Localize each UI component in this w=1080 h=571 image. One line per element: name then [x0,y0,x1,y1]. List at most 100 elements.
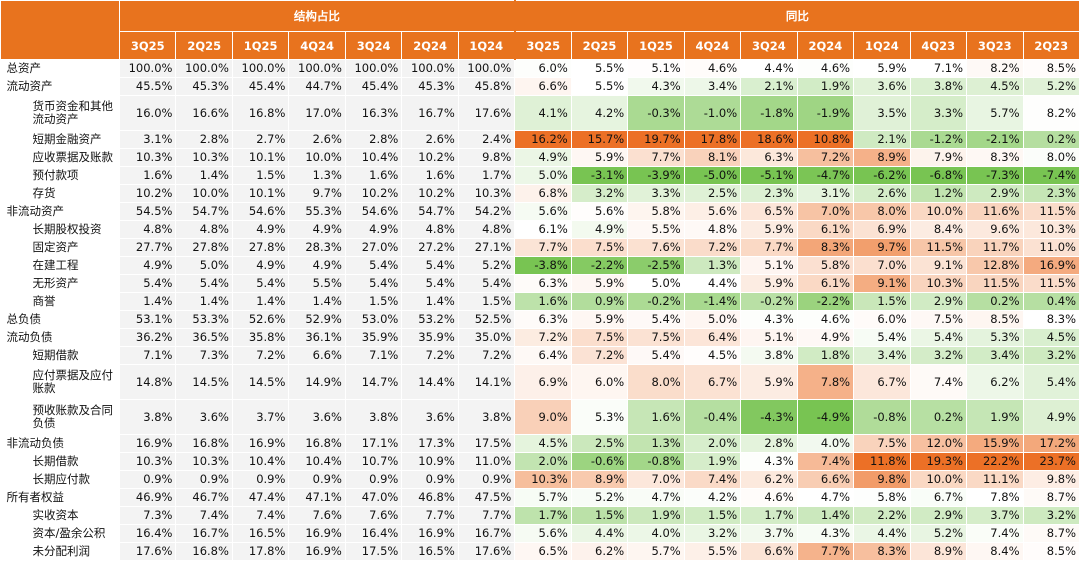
yoy-cell: 8.2% [966,59,1024,78]
structure-cell: 5.2% [457,256,516,275]
yoy-cell: 11.7% [966,238,1024,257]
structure-cell: 53.1% [118,310,177,329]
table-row: 长期借款 10.3% 10.3% 10.4% 10.4% 10.7% 10.9% 11.0% 2… [0,452,1080,471]
structure-cell: 10.2% [344,184,403,203]
yoy-cell: 6.5% [514,542,572,561]
yoy-cell: 17.2% [1022,434,1080,453]
structure-cell: 27.2% [401,238,459,257]
yoy-cell: 1.5% [570,506,629,525]
yoy-cell: 2.8% [740,434,798,453]
yoy-cell: 7.2% [683,238,742,257]
yoy-cell: 5.6% [514,202,572,221]
row-label: 存货 [0,184,120,203]
yoy-cell: 6.9% [853,220,911,239]
row-label: 货币资金和其他流动资产 [0,95,120,131]
yoy-cell: 23.7% [1022,452,1080,471]
yoy-cell: 5.3% [966,328,1024,347]
structure-cell: 16.9% [401,524,459,543]
yoy-cell: 6.6% [796,470,855,489]
yoy-cell: 19.3% [909,452,968,471]
yoy-cell: 5.9% [853,59,911,78]
structure-cell: 1.4% [231,292,290,311]
structure-cell: 27.1% [457,238,516,257]
yoy-cell: 6.3% [514,274,572,293]
yoy-cell: 7.0% [853,256,911,275]
column-header: 3Q24 [344,31,403,60]
column-header: 2Q23 [1022,31,1080,60]
yoy-cell: 22.2% [966,452,1024,471]
yoy-cell: 6.7% [683,364,742,400]
yoy-cell: -1.0% [683,95,742,131]
structure-cell: 10.0% [288,148,346,167]
yoy-cell: 5.0% [514,166,572,185]
structure-cell: 52.5% [457,310,516,329]
table-row: 未分配利润 17.6% 16.8% 17.8% 16.9% 17.5% 16.5% 17.6%… [0,542,1080,561]
yoy-cell: 10.8% [796,130,855,149]
yoy-cell: 4.3% [740,310,798,329]
yoy-cell: 7.7% [627,148,685,167]
yoy-cell: 16.2% [514,130,572,149]
table-row: 商誉 1.4% 1.4% 1.4% 1.4% 1.5% 1.4% 1.5% 1.6% 0.9% -0… [0,292,1080,311]
row-label: 长期借款 [0,452,120,471]
yoy-cell: 5.8% [796,256,855,275]
yoy-cell: 8.4% [909,220,968,239]
structure-cell: 3.8% [457,399,516,435]
yoy-cell: 3.2% [1022,346,1080,365]
structure-cell: 17.6% [457,542,516,561]
yoy-cell: 4.6% [740,488,798,507]
structure-cell: 5.4% [118,274,177,293]
structure-cell: 100.0% [175,59,233,78]
structure-cell: 17.3% [401,434,459,453]
yoy-cell: 7.4% [683,470,742,489]
structure-cell: 3.6% [401,399,459,435]
structure-cell: 45.4% [344,77,403,96]
yoy-cell: 7.7% [514,238,572,257]
yoy-cell: 4.4% [570,524,629,543]
structure-cell: 16.8% [175,542,233,561]
yoy-cell: 10.0% [909,470,968,489]
structure-cell: 16.7% [175,524,233,543]
yoy-cell: 7.0% [627,470,685,489]
yoy-cell: 5.1% [740,328,798,347]
column-header: 3Q25 [513,31,572,60]
structure-cell: 10.4% [288,452,346,471]
structure-cell: 3.8% [118,399,177,435]
structure-cell: 5.4% [401,256,459,275]
structure-cell: 100.0% [344,59,403,78]
structure-cell: 27.0% [344,238,403,257]
yoy-cell: 8.5% [966,310,1024,329]
structure-cell: 2.6% [288,130,346,149]
yoy-cell: 15.9% [966,434,1024,453]
yoy-cell: 2.5% [683,184,742,203]
yoy-cell: 19.7% [627,130,685,149]
yoy-cell: 8.0% [853,202,911,221]
structure-cell: 7.1% [118,346,177,365]
yoy-cell: 7.8% [966,488,1024,507]
yoy-cell: 4.9% [570,220,629,239]
structure-cell: 7.6% [344,506,403,525]
yoy-cell: 4.4% [683,274,742,293]
structure-cell: 17.8% [231,542,290,561]
structure-cell: 0.9% [344,470,403,489]
yoy-cell: 11.5% [966,274,1024,293]
structure-cell: 27.7% [118,238,177,257]
structure-cell: 52.9% [288,310,346,329]
yoy-cell: 8.3% [853,542,911,561]
yoy-cell: 6.0% [514,59,572,78]
yoy-cell: -2.2% [570,256,629,275]
yoy-cell: 2.3% [1022,184,1080,203]
structure-cell: 5.4% [344,256,403,275]
yoy-cell: 6.9% [514,364,572,400]
column-header: 4Q24 [683,31,742,60]
structure-cell: 4.9% [118,256,177,275]
row-label: 资本/盈余公积 [0,524,120,543]
table-row: 预付款项 1.6% 1.4% 1.5% 1.3% 1.6% 1.6% 1.7% 5.0% -3.1… [0,166,1080,185]
yoy-cell: 2.1% [740,77,798,96]
row-label: 商誉 [0,292,120,311]
structure-cell: 16.5% [231,524,290,543]
structure-cell: 4.8% [401,220,459,239]
yoy-cell: 11.5% [1022,202,1080,221]
yoy-cell: 3.7% [966,506,1024,525]
structure-cell: 3.6% [288,399,346,435]
structure-cell: 45.5% [118,77,177,96]
